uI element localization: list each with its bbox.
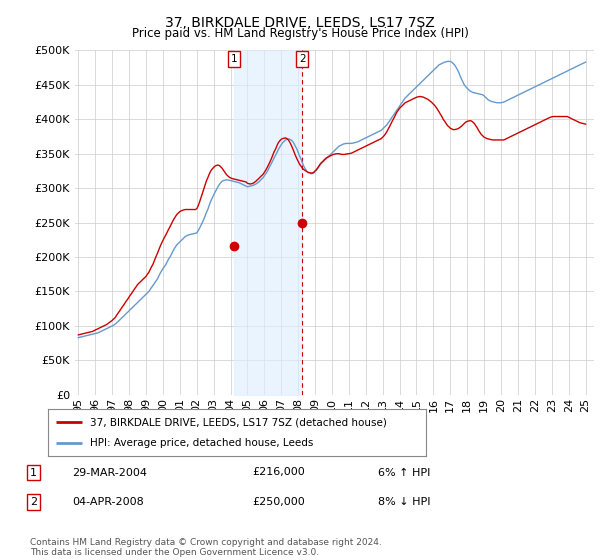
Text: 1: 1 bbox=[30, 468, 37, 478]
Text: 6% ↑ HPI: 6% ↑ HPI bbox=[378, 468, 430, 478]
Text: 1: 1 bbox=[231, 54, 238, 64]
Text: 37, BIRKDALE DRIVE, LEEDS, LS17 7SZ (detached house): 37, BIRKDALE DRIVE, LEEDS, LS17 7SZ (det… bbox=[89, 417, 386, 427]
Text: 37, BIRKDALE DRIVE, LEEDS, LS17 7SZ: 37, BIRKDALE DRIVE, LEEDS, LS17 7SZ bbox=[165, 16, 435, 30]
Text: Price paid vs. HM Land Registry's House Price Index (HPI): Price paid vs. HM Land Registry's House … bbox=[131, 27, 469, 40]
Text: 2: 2 bbox=[299, 54, 305, 64]
Text: Contains HM Land Registry data © Crown copyright and database right 2024.
This d: Contains HM Land Registry data © Crown c… bbox=[30, 538, 382, 557]
Text: 2: 2 bbox=[30, 497, 37, 507]
Text: £216,000: £216,000 bbox=[252, 468, 305, 478]
Text: 04-APR-2008: 04-APR-2008 bbox=[72, 497, 144, 507]
Text: HPI: Average price, detached house, Leeds: HPI: Average price, detached house, Leed… bbox=[89, 438, 313, 448]
Text: £250,000: £250,000 bbox=[252, 497, 305, 507]
Text: 29-MAR-2004: 29-MAR-2004 bbox=[72, 468, 147, 478]
Text: 8% ↓ HPI: 8% ↓ HPI bbox=[378, 497, 431, 507]
